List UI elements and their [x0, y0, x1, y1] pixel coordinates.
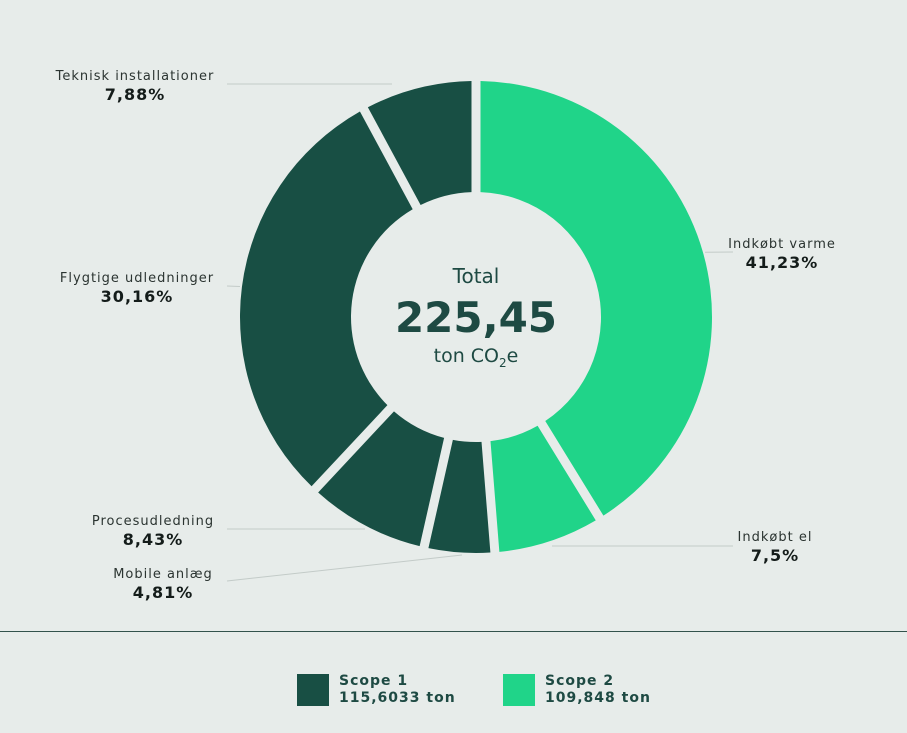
legend-swatch-scope-1: [297, 674, 329, 706]
slice-indk-bt-varme: [480, 81, 713, 516]
legend-label-scope-1: Scope 1: [339, 673, 409, 689]
slice-mobile-anl-g: [428, 439, 491, 553]
leader-mobile-anl-g: [226, 554, 463, 582]
legend-item-scope-1: Scope 1 115,6033 ton: [297, 673, 456, 707]
center-total-value: 225,45: [395, 293, 557, 342]
slice-value-flygtige-udledninger: 30,16%: [101, 287, 174, 306]
slice-value-procesudledning: 8,43%: [123, 530, 184, 549]
legend-text-scope-2: Scope 2 109,848 ton: [545, 673, 651, 707]
slice-value-teknisk-installationer: 7,88%: [105, 85, 166, 104]
slice-label-procesudledning: Procesudledning: [92, 514, 214, 529]
slice-label-indk-bt-varme: Indkøbt varme: [728, 237, 836, 252]
donut-slices: [239, 81, 713, 553]
legend-swatch-scope-2: [503, 674, 535, 706]
leader-flygtige-udledninger: [226, 285, 240, 288]
legend-value-scope-2: 109,848 ton: [545, 690, 651, 706]
slice-procesudledning: [318, 411, 445, 547]
leader-lines: [226, 83, 734, 582]
slice-label-mobile-anl-g: Mobile anlæg: [113, 567, 213, 582]
center-total-label: Total: [452, 264, 500, 288]
slice-value-indk-bt-varme: 41,23%: [746, 253, 819, 272]
slice-teknisk-installationer: [367, 81, 472, 205]
slice-label-indk-bt-el: Indkøbt el: [738, 530, 813, 545]
slice-value-mobile-anl-g: 4,81%: [133, 583, 194, 602]
slice-indk-bt-el: [490, 425, 596, 552]
slice-value-indk-bt-el: 7,5%: [751, 546, 799, 565]
legend-divider: [0, 631, 907, 632]
slice-label-flygtige-udledninger: Flygtige udledninger: [60, 271, 214, 286]
legend-value-scope-1: 115,6033 ton: [339, 690, 456, 706]
legend-item-scope-2: Scope 2 109,848 ton: [503, 673, 651, 707]
slice-flygtige-udledninger: [239, 111, 413, 487]
legend-label-scope-2: Scope 2: [545, 673, 615, 689]
slice-label-teknisk-installationer: Teknisk installationer: [55, 69, 215, 84]
center-total-unit: ton CO2e: [434, 345, 519, 370]
legend-text-scope-1: Scope 1 115,6033 ton: [339, 673, 456, 707]
